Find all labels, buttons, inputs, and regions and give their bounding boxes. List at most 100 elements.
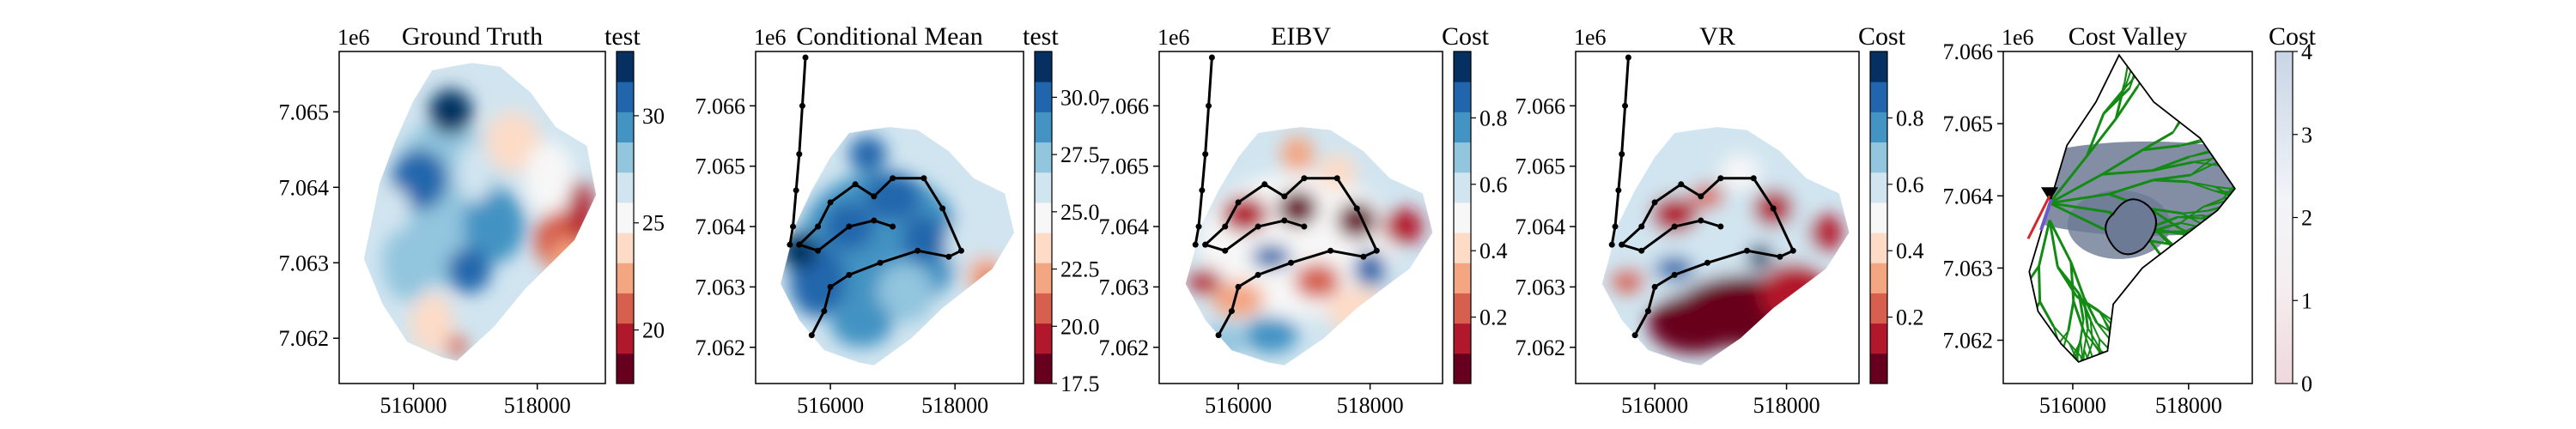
tree-branch <box>2218 256 2234 264</box>
tree-branch <box>2205 226 2222 242</box>
tree-branch <box>2101 148 2143 176</box>
tree-branch <box>2029 354 2040 360</box>
x-tick-label: 518000 <box>1337 393 1404 418</box>
path-waypoint <box>1619 241 1625 248</box>
tree-branch <box>2104 364 2111 375</box>
heatmap-cell <box>550 239 587 286</box>
vehicle-marker <box>2040 187 2058 202</box>
tree-branch <box>2064 364 2069 377</box>
tree-branch <box>2048 154 2088 204</box>
colorbar-segment <box>1035 233 1052 263</box>
path-waypoint <box>1651 283 1658 290</box>
tree-branch <box>2224 243 2235 250</box>
path-waypoint <box>1625 54 1631 61</box>
path-waypoint <box>799 102 805 109</box>
tree-branch <box>2199 283 2219 303</box>
tree-branch <box>2209 224 2233 228</box>
tree-branch <box>2231 208 2235 215</box>
path-waypoint <box>790 223 797 230</box>
tree-branch <box>2127 331 2135 343</box>
tree-branch <box>2038 347 2056 357</box>
tree-branch <box>2189 71 2196 89</box>
path-waypoint <box>1281 217 1288 224</box>
colorbar-tick-label: 30.0 <box>1060 85 1100 110</box>
tree-branch <box>2241 259 2257 267</box>
path-waypoint <box>1235 199 1242 206</box>
colorbar-segment <box>1035 263 1052 293</box>
y-tick-label: 7.063 <box>1516 275 1566 299</box>
tree-branch <box>2080 355 2087 362</box>
tree-branch <box>2236 151 2253 152</box>
tree-branch <box>2225 145 2235 158</box>
colorbar-tick-label: 3 <box>2301 123 2312 148</box>
tree-branch <box>2000 336 2009 349</box>
path-waypoint <box>1698 193 1704 200</box>
x-tick-label: 516000 <box>1621 393 1688 418</box>
path-waypoint <box>802 54 809 61</box>
path-waypoint <box>1789 247 1796 254</box>
path-waypoint <box>877 259 884 266</box>
tree-branch <box>2076 355 2079 362</box>
path-waypoint <box>1644 308 1651 315</box>
tree-branch <box>2038 300 2055 328</box>
tree-branch <box>2114 356 2123 362</box>
tree-branch <box>2207 227 2226 245</box>
tree-branch <box>2221 263 2234 281</box>
tree-branch <box>2072 300 2086 333</box>
y-tick-label: 7.065 <box>1943 112 1994 136</box>
tree-branch <box>2134 337 2149 347</box>
y-tick-label: 7.065 <box>1099 154 1150 179</box>
tree-branch <box>2249 251 2263 264</box>
tree-branch <box>2112 357 2117 362</box>
colorbar-tick-label: 0.2 <box>1896 305 1924 330</box>
path-waypoint <box>846 271 853 278</box>
tree-branch <box>2217 209 2232 213</box>
path-line <box>1620 177 1795 336</box>
tree-branch <box>2114 358 2124 362</box>
colorbar-tick-label: 17.5 <box>1060 372 1100 396</box>
tree-branch <box>2231 211 2235 215</box>
tree-branch <box>2091 366 2100 378</box>
colorbar-segment <box>1454 202 1471 233</box>
colorbar-frame <box>1034 51 1053 384</box>
tree-branch <box>2020 345 2028 359</box>
tree-branch <box>2038 266 2042 302</box>
tree-branch <box>2220 240 2229 257</box>
heatmap-cell <box>447 334 466 358</box>
tree-branch <box>2194 277 2211 293</box>
tree-branch <box>2112 346 2121 357</box>
y-offset-label: 1e6 <box>1574 25 1607 50</box>
path-waypoint <box>1615 187 1622 194</box>
path-waypoint <box>815 247 822 254</box>
tree-branch <box>2080 341 2084 357</box>
y-tick-label: 7.066 <box>696 94 746 118</box>
colorbar-label: Cost <box>1442 22 1490 51</box>
colorbar-segment <box>617 263 634 293</box>
tree-branch <box>2217 301 2224 320</box>
tree-branch <box>2120 341 2127 354</box>
heatmap-cell <box>447 247 491 293</box>
x-tick-label: 516000 <box>1205 393 1272 418</box>
path-line <box>788 57 807 245</box>
y-tick-label: 7.064 <box>1943 184 1994 208</box>
tree-branch <box>2128 342 2142 351</box>
tree-branch <box>2099 311 2111 332</box>
y-tick-label: 7.066 <box>1516 94 1566 118</box>
heatmap-cell <box>1317 154 1358 190</box>
path-line <box>798 177 963 336</box>
colorbar-tick-label: 0.4 <box>1896 239 1924 263</box>
path-waypoint <box>890 223 896 230</box>
path-waypoint <box>1215 332 1222 339</box>
colorbar-label: Cost <box>2269 22 2317 51</box>
tree-branch <box>2213 150 2235 159</box>
tree-branch <box>2218 145 2235 152</box>
tree-branch <box>2225 250 2235 266</box>
tree-branch <box>2179 206 2204 224</box>
path-waypoint <box>1750 175 1757 182</box>
tree-branch <box>2190 243 2224 249</box>
path-waypoint <box>890 175 896 182</box>
path-waypoint <box>1255 223 1261 230</box>
tree-branch <box>2187 88 2191 111</box>
tree-branch <box>2109 344 2115 358</box>
path-waypoint <box>815 223 822 230</box>
